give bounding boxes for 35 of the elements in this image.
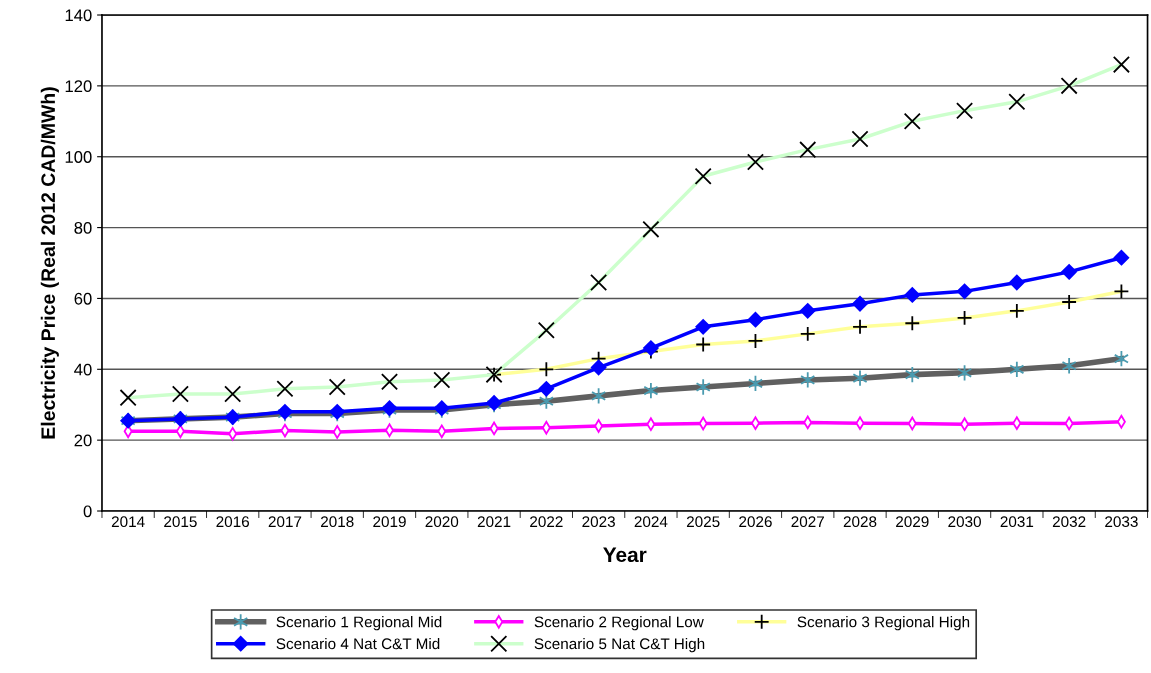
x-tick-label: 2014 [111,516,145,528]
x-tick-label: 2020 [425,516,459,528]
x-tick-label: 2027 [791,516,824,528]
legend-label: Scenario 5 Nat C&T High [534,637,705,653]
legend-label: Scenario 3 Regional High [797,616,970,631]
y-axis-title: Electricity Price (Real 2012 CAD/MWh) [40,87,59,439]
legend-label: Scenario 4 Nat C&T Mid [276,637,440,650]
x-tick-label: 2018 [321,516,354,528]
y-tick-label: 100 [65,151,92,163]
x-tick-label: 2025 [686,516,720,528]
legend-label: Scenario 1 Regional Mid [276,616,442,631]
x-tick-label: 2021 [477,516,511,528]
x-tick-label: 2017 [268,516,302,528]
x-tick-label: 2028 [843,516,877,528]
y-tick-label: 40 [74,363,92,376]
x-tick-label: 2022 [530,516,563,528]
legend-label: Scenario 2 Regional Low [534,616,704,631]
x-tick-label: 2023 [582,516,615,528]
x-tick-label: 2016 [216,516,249,528]
x-tick-label: 2015 [164,516,197,528]
x-tick-label: 2019 [373,516,406,528]
x-tick-label: 2024 [634,516,668,528]
y-tick-label: 140 [65,9,92,22]
x-tick-label: 2033 [1105,516,1138,528]
y-tick-label: 60 [74,292,92,305]
y-tick-label: 120 [65,80,92,93]
x-tick-label: 2031 [1000,516,1034,528]
y-tick-label: 80 [74,221,92,234]
x-tick-label: 2029 [896,516,929,528]
x-tick-label: 2026 [739,516,772,528]
x-tick-label: 2032 [1052,516,1086,528]
y-tick-label: 20 [74,434,92,447]
y-tick-label: 0 [83,505,92,518]
x-tick-label: 2030 [948,516,981,528]
x-axis-title: Year [603,547,647,563]
